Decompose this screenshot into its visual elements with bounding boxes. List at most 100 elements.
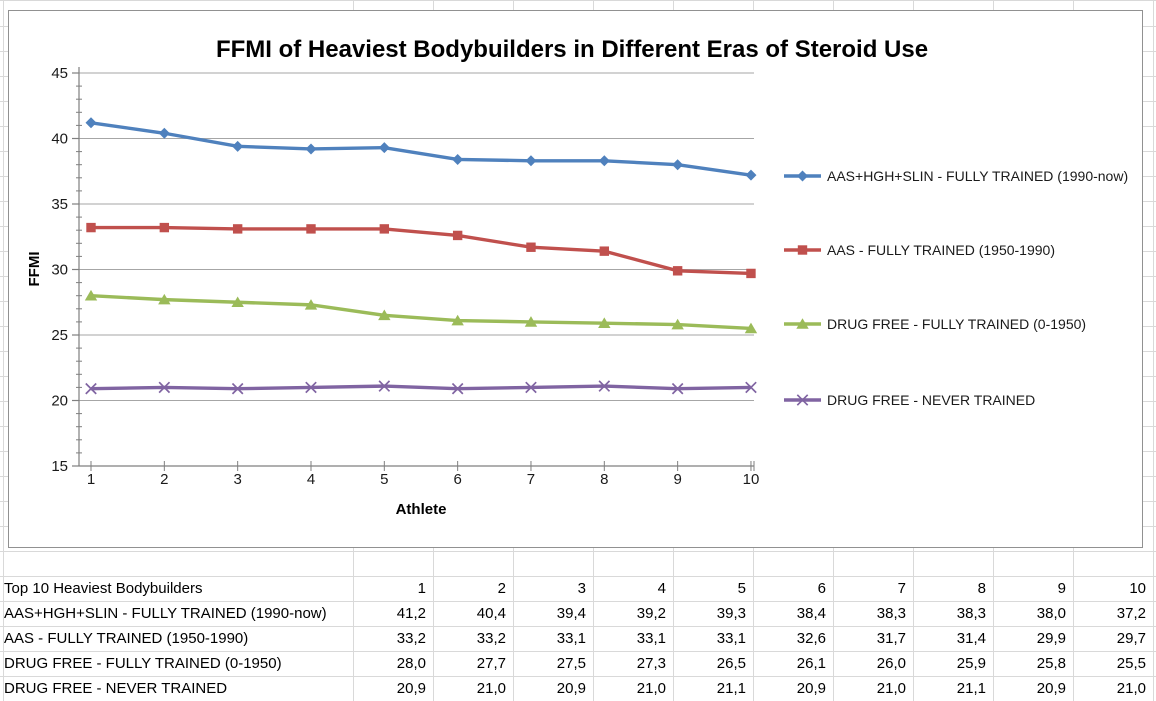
chart-series[interactable] — [84, 117, 758, 395]
table-row: DRUG FREE - FULLY TRAINED (0-1950) 28,0 27… — [0, 651, 1153, 676]
data-point-marker — [378, 309, 391, 321]
value-cell[interactable]: 38,4 — [796, 605, 826, 622]
value-cell[interactable]: 3 — [577, 580, 586, 597]
data-point-marker — [796, 394, 809, 406]
value-cell[interactable]: 20,9 — [396, 680, 426, 697]
value-cell[interactable]: 26,5 — [716, 655, 746, 672]
value-cell[interactable]: 20,9 — [1036, 680, 1066, 697]
value-cell[interactable]: 27,5 — [556, 655, 586, 672]
value-cell[interactable]: 21,1 — [956, 680, 986, 697]
x-tick-label: 6 — [453, 471, 461, 488]
value-cell[interactable]: 28,0 — [396, 655, 426, 672]
data-point-marker — [452, 153, 464, 165]
row-label-cell[interactable]: DRUG FREE - NEVER TRAINED — [4, 680, 228, 697]
legend-label: AAS+HGH+SLIN - FULLY TRAINED (1990-now) — [827, 168, 1128, 184]
data-point-marker — [305, 143, 317, 155]
value-cell[interactable]: 10 — [1129, 580, 1146, 597]
value-cell[interactable]: 26,1 — [796, 655, 826, 672]
row-label-cell[interactable]: AAS+HGH+SLIN - FULLY TRAINED (1990-now) — [4, 605, 327, 622]
value-cell[interactable]: 21,1 — [716, 680, 746, 697]
value-cell[interactable]: 2 — [497, 580, 506, 597]
value-cell[interactable]: 39,3 — [716, 605, 746, 622]
value-cell[interactable]: 8 — [977, 580, 986, 597]
table-header-label[interactable]: Top 10 Heaviest Bodybuilders — [4, 580, 203, 597]
data-point-marker — [746, 268, 756, 279]
legend-entry[interactable]: AAS+HGH+SLIN - FULLY TRAINED (1990-now) — [784, 168, 1128, 184]
value-cell[interactable]: 39,2 — [636, 605, 666, 622]
value-cell[interactable]: 39,4 — [556, 605, 586, 622]
data-point-marker — [84, 289, 98, 301]
value-cell[interactable]: 25,5 — [1116, 655, 1146, 672]
value-cell[interactable]: 6 — [817, 580, 826, 597]
data-point-marker — [158, 381, 171, 394]
value-cell[interactable]: 38,3 — [876, 605, 906, 622]
value-cell[interactable]: 27,7 — [476, 655, 506, 672]
data-point-marker — [158, 127, 170, 139]
value-cell[interactable]: 9 — [1057, 580, 1066, 597]
value-cell[interactable]: 7 — [897, 580, 906, 597]
value-cell[interactable]: 27,3 — [636, 655, 666, 672]
x-tick-label: 3 — [233, 471, 241, 488]
data-point-marker — [231, 382, 244, 395]
data-point-marker — [526, 242, 536, 252]
row-label-cell[interactable]: DRUG FREE - FULLY TRAINED (0-1950) — [4, 655, 282, 672]
value-cell[interactable]: 33,1 — [636, 630, 666, 647]
x-axis-title: Athlete — [396, 501, 447, 518]
x-tick-label: 1 — [87, 471, 95, 488]
series-line[interactable] — [91, 225, 752, 276]
x-tick-label: 7 — [527, 471, 535, 488]
ffmi-chart[interactable]: FFMI of Heaviest Bodybuilders in Differe… — [8, 10, 1143, 548]
value-cell[interactable]: 1 — [417, 580, 426, 597]
data-point-marker — [797, 245, 808, 255]
data-point-marker — [598, 380, 611, 392]
value-cell[interactable]: 29,7 — [1116, 630, 1146, 647]
value-cell[interactable]: 26,0 — [876, 655, 906, 672]
chart-legend[interactable]: AAS+HGH+SLIN - FULLY TRAINED (1990-now) A… — [784, 168, 1128, 408]
row-label-cell[interactable]: AAS - FULLY TRAINED (1950-1990) — [4, 630, 249, 647]
table-row: AAS - FULLY TRAINED (1950-1990) 33,2 33,2 3… — [0, 626, 1153, 651]
value-cell[interactable]: 33,1 — [556, 630, 586, 647]
value-cell[interactable]: 40,4 — [476, 605, 506, 622]
value-cell[interactable]: 41,2 — [396, 605, 426, 622]
value-cell[interactable]: 33,2 — [396, 630, 426, 647]
value-cell[interactable]: 31,7 — [876, 630, 906, 647]
x-tick-label: 2 — [160, 471, 168, 488]
value-cell[interactable]: 32,6 — [796, 630, 826, 647]
legend-entry[interactable]: DRUG FREE - FULLY TRAINED (0-1950) — [784, 316, 1086, 332]
value-cell[interactable]: 38,3 — [956, 605, 986, 622]
value-cell[interactable]: 31,4 — [956, 630, 986, 647]
series-line[interactable] — [90, 294, 752, 331]
value-cell[interactable]: 25,8 — [1036, 655, 1066, 672]
data-point-marker — [525, 381, 537, 394]
x-tick-label: 5 — [380, 471, 388, 488]
value-cell[interactable]: 29,9 — [1036, 630, 1066, 647]
value-cell[interactable]: 4 — [657, 580, 666, 597]
ffmi-line-chart: FFMI of Heaviest Bodybuilders in Differe… — [26, 36, 1128, 518]
series-line[interactable] — [90, 384, 752, 391]
y-tick-label: 35 — [51, 196, 68, 213]
legend-label: DRUG FREE - NEVER TRAINED — [827, 392, 1035, 408]
value-cell[interactable]: 20,9 — [556, 680, 586, 697]
value-cell[interactable]: 33,1 — [716, 630, 746, 647]
value-cell[interactable]: 21,0 — [1116, 680, 1146, 697]
value-cell[interactable]: 25,9 — [956, 655, 986, 672]
legend-entry[interactable]: DRUG FREE - NEVER TRAINED — [784, 392, 1035, 408]
value-cell[interactable]: 21,0 — [876, 680, 906, 697]
value-cell[interactable]: 33,2 — [476, 630, 506, 647]
data-point-marker — [524, 316, 538, 327]
legend-entry[interactable]: AAS - FULLY TRAINED (1950-1990) — [784, 242, 1055, 258]
value-cell[interactable]: 20,9 — [796, 680, 826, 697]
legend-label: AAS - FULLY TRAINED (1950-1990) — [827, 242, 1055, 258]
data-point-marker — [304, 299, 318, 310]
value-cell[interactable]: 37,2 — [1116, 605, 1146, 622]
value-cell[interactable]: 38,0 — [1036, 605, 1066, 622]
data-point-marker — [598, 317, 611, 329]
value-cell[interactable]: 5 — [737, 580, 746, 597]
value-cell[interactable]: 21,0 — [476, 680, 506, 697]
x-tick-label: 10 — [743, 471, 760, 488]
value-cell[interactable]: 21,0 — [636, 680, 666, 697]
y-tick-label: 15 — [51, 458, 68, 475]
series-line[interactable] — [90, 121, 752, 177]
data-point-marker — [158, 293, 171, 305]
